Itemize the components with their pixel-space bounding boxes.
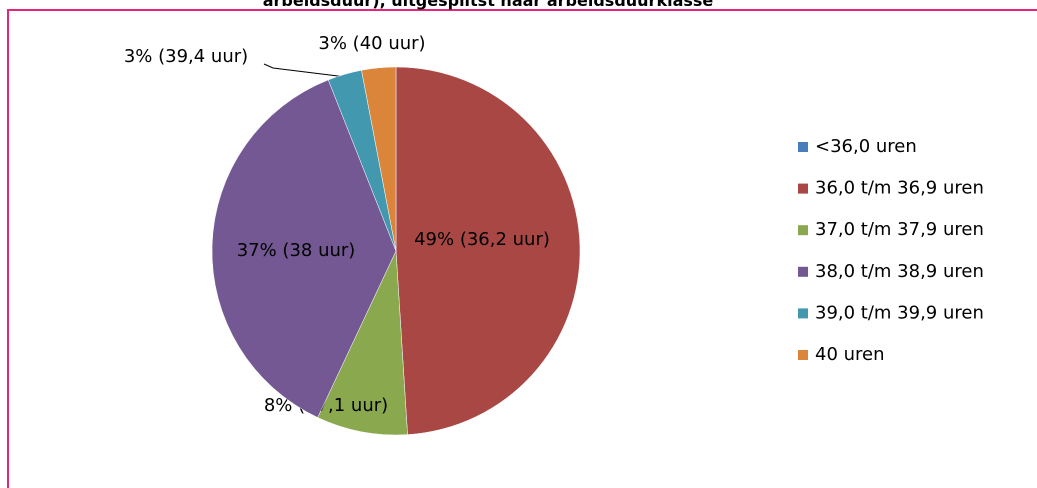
- legend-label: 37,0 t/m 37,9 uren: [815, 219, 984, 240]
- legend-swatch: [798, 142, 808, 152]
- pie-slice: [361, 66, 397, 252]
- data-label: 3% (40 uur): [318, 33, 425, 54]
- data-label: 37% (38 uur): [237, 240, 356, 261]
- pie-slice: [211, 79, 397, 418]
- legend-swatch: [798, 183, 808, 194]
- legend-label: 36,0 t/m 36,9 uren: [815, 178, 984, 199]
- data-label: 49% (36,2 uur): [414, 229, 550, 250]
- chart-title: arbeidsduur), uitgesplitst naar arbeidsd…: [263, 0, 714, 10]
- pie-slice: [317, 250, 408, 436]
- leader-line: [263, 63, 347, 78]
- legend-swatch: [798, 308, 808, 319]
- legend-label: 39,0 t/m 39,9 uren: [815, 302, 984, 323]
- legend-label: <36,0 uren: [815, 136, 917, 157]
- frame-border: [7, 9, 1037, 488]
- legend-label: 40 uren: [815, 344, 885, 365]
- legend-label: 38,0 t/m 38,9 uren: [815, 261, 984, 282]
- pie-slice: [395, 66, 581, 435]
- legend-swatch: [798, 266, 808, 277]
- data-label: 3% (39,4 uur): [124, 46, 248, 67]
- legend-swatch: [798, 350, 808, 360]
- legend-swatch: [798, 225, 808, 236]
